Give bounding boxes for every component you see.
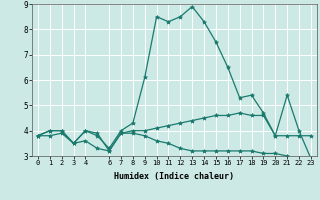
X-axis label: Humidex (Indice chaleur): Humidex (Indice chaleur) <box>115 172 234 181</box>
